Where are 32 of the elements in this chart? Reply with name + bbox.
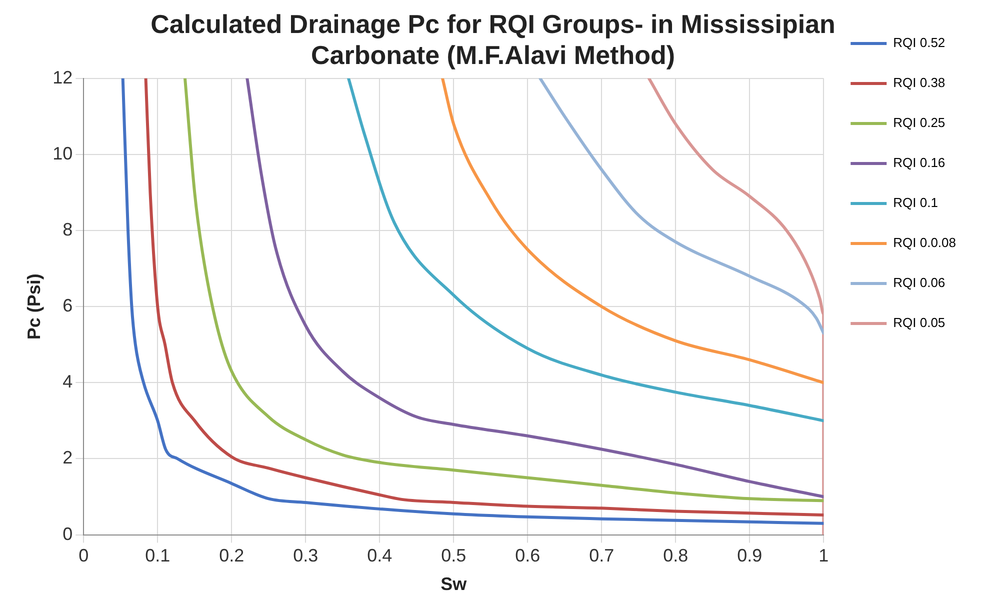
x-axis-title: Sw: [440, 574, 468, 594]
x-tick-label: 0.7: [589, 546, 614, 566]
x-tick-label: 0.6: [515, 546, 540, 566]
legend-label: RQI 0.38: [893, 75, 946, 90]
line-series: [347, 78, 824, 422]
x-tick-label: 0.2: [219, 546, 244, 566]
legend-label: RQI 0.52: [893, 35, 946, 50]
legend-label: RQI 0.0.08: [893, 235, 956, 250]
y-tick-label: 2: [62, 448, 73, 468]
line-series: [441, 78, 824, 384]
legend-label: RQI 0.06: [893, 275, 946, 290]
x-tick-label: 0.5: [441, 546, 466, 566]
x-tick-label: 0.4: [367, 546, 392, 566]
legend-label: RQI 0.05: [893, 315, 946, 330]
line-series: [538, 78, 824, 335]
x-tick-label: 1: [818, 546, 829, 566]
x-tick-label: 0.1: [145, 546, 170, 566]
x-tick-label: 0.3: [293, 546, 318, 566]
y-tick-label: 10: [52, 143, 73, 164]
y-tick-label: 8: [62, 220, 73, 240]
x-tick-label: 0.8: [663, 546, 688, 566]
y-tick-label: 12: [52, 67, 73, 88]
y-tick-label: 6: [62, 296, 73, 316]
y-axis-title: Pc (Psi): [24, 274, 44, 340]
x-tick-label: 0.9: [737, 546, 762, 566]
legend-label: RQI 0.16: [893, 155, 946, 170]
legend-label: RQI 0.25: [893, 115, 946, 130]
x-tick-label: 0: [78, 546, 89, 566]
chart-title: Calculated Drainage Pc for RQI Groups- in Mississipian Carbonate (M.F.Alavi Method): [150, 8, 836, 70]
y-tick-label: 4: [62, 372, 73, 392]
y-tick-label: 0: [62, 524, 73, 544]
legend-label: RQI 0.1: [893, 195, 938, 210]
